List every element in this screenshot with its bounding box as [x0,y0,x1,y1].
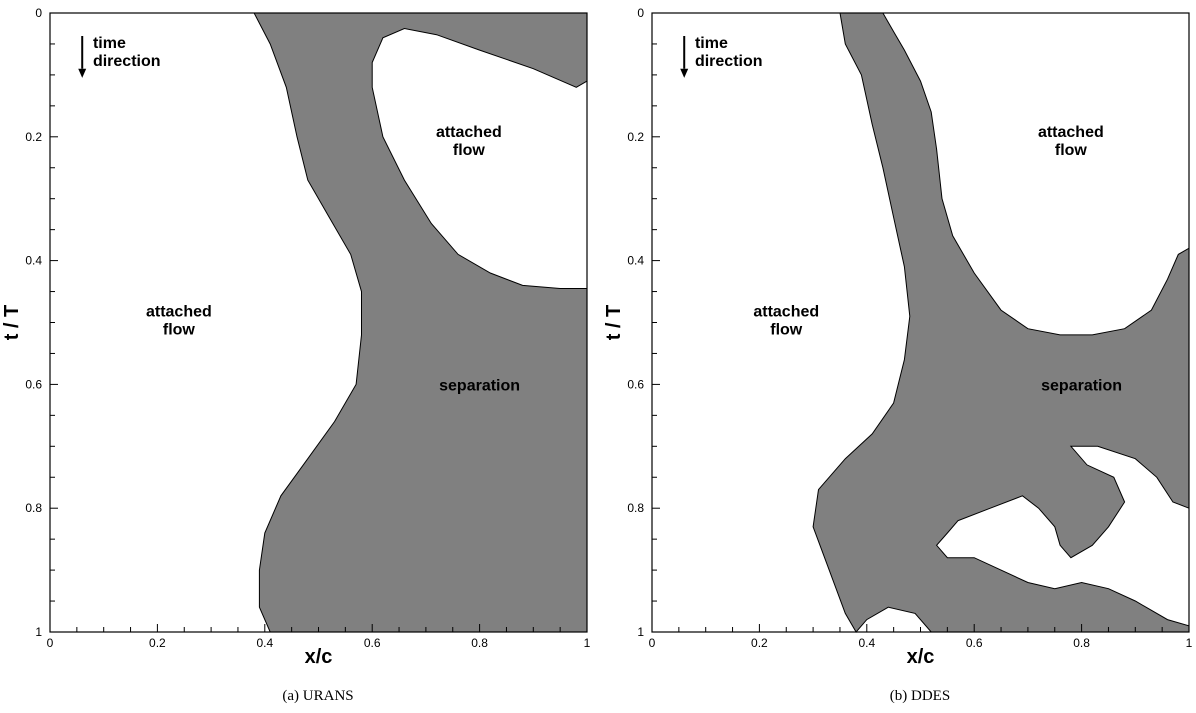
y-tick-label: 0 [35,6,42,20]
y-axis-title: t / T [1,305,23,341]
panel-urans: 0 0.2 0.4 0.6 0.8 100.20.40.60.81x/ct / Ttime… [1,6,591,704]
annotation-line: attached [146,303,212,320]
y-tick-label: 0.4 [25,254,42,268]
separation-region [253,12,588,633]
time-arrow-head [78,68,87,78]
y-axis-title: t / T [603,305,625,341]
y-tick-label: 0 [637,6,644,20]
y-tick-label: 1 [637,625,644,639]
x-tick-label: 0.2 [149,636,166,650]
x-tick-label: 0.8 [471,636,488,650]
y-tick-label: 1 [35,625,42,639]
x-tick-label: 0.2 [751,636,768,650]
y-tick-label: 0.6 [627,377,644,391]
reattached-pocket [935,445,1190,627]
annotation-line: flow [163,321,196,338]
annotation-label: separation [1041,378,1122,395]
annotation-time-direction: time direction [695,35,763,70]
time-arrow-head [680,68,689,78]
x-axis-title: x/c [305,646,333,668]
x-tick-label: 0.4 [858,636,875,650]
annotation-line: direction [695,53,763,70]
annotation-line: flow [1055,142,1088,159]
annotation-line: attached [753,303,819,320]
annotation-label: separation [439,378,520,395]
y-tick-label: 0.8 [627,501,644,515]
annotation-line: flow [453,142,486,159]
x-tick-label: 1 [1186,636,1193,650]
annotation-line: separation [439,378,520,395]
annotation-label: attached flow [1038,124,1104,159]
y-tick-label: 0.4 [627,254,644,268]
y-tick-label: 0.2 [25,130,42,144]
x-tick-label: 0.6 [966,636,983,650]
panel-caption: (a) URANS [282,688,353,704]
x-tick-label: 0.6 [364,636,381,650]
panel-caption: (b) DDES [890,688,950,704]
annotation-line: time [695,35,728,52]
annotation-label: attached flow [436,124,502,159]
x-tick-label: 0.8 [1073,636,1090,650]
x-axis-title: x/c [907,646,935,668]
x-tick-label: 0 [649,636,656,650]
panel-ddes: 0 0.2 0.4 0.6 0.8 100.20.40.60.81x/ct / Ttime… [603,6,1193,704]
annotation-line: time [93,35,126,52]
annotation-line: direction [93,53,161,70]
annotation-time-direction: time direction [93,35,161,70]
annotation-line: attached [1038,124,1104,141]
x-tick-label: 0 [47,636,54,650]
y-tick-label: 0.6 [25,377,42,391]
x-tick-label: 0.4 [256,636,273,650]
x-tick-label: 1 [584,636,591,650]
y-tick-label: 0.8 [25,501,42,515]
y-tick-label: 0.2 [627,130,644,144]
annotation-line: flow [770,321,803,338]
annotation-label: attached flow [146,303,212,338]
annotation-line: attached [436,124,502,141]
annotation-line: separation [1041,378,1122,395]
annotation-label: attached flow [753,303,819,338]
